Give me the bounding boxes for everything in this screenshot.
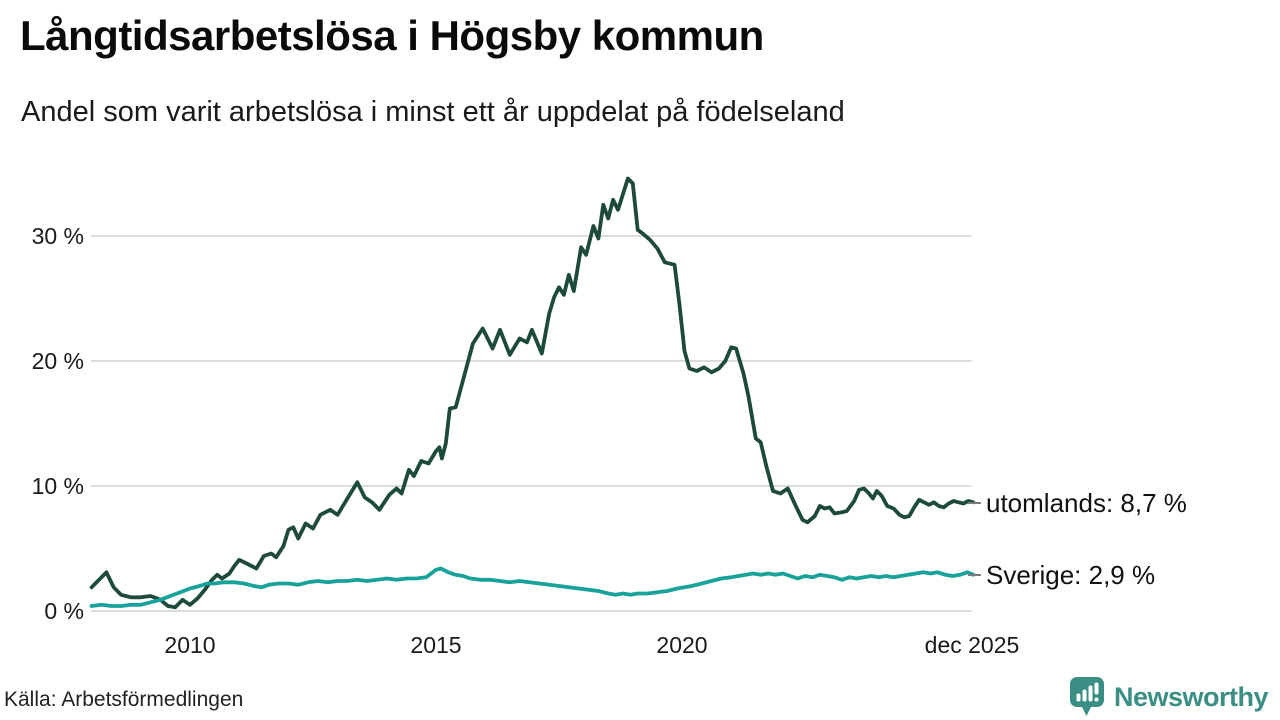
y-tick-30: 30 %	[31, 223, 84, 249]
line-series-utomlands	[89, 176, 976, 610]
line-series-Sverige	[89, 566, 976, 608]
series-label-utomlands: utomlands: 8,7 %	[968, 486, 1187, 520]
page-subtitle: Andel som varit arbetslösa i minst ett å…	[21, 96, 845, 128]
newsworthy-wordmark: Newsworthy	[1113, 681, 1269, 712]
newsworthy-logo-icon	[1069, 677, 1104, 716]
source-note: Källa: Arbetsförmedlingen	[4, 688, 244, 711]
label-connector-dash	[968, 574, 981, 576]
series-label-sverige: Sverige: 2,9 %	[968, 558, 1155, 592]
y-tick-20: 20 %	[31, 348, 84, 374]
series-label-utomlands-text: utomlands: 8,7 %	[986, 488, 1187, 518]
x-tick-2015: 2015	[410, 632, 462, 658]
x-tick-2020: 2020	[656, 632, 708, 658]
newsworthy-brand: Newsworthy	[1069, 676, 1269, 718]
x-tick-dec-2025: dec 2025	[924, 632, 1020, 658]
series-label-sverige-text: Sverige: 2,9 %	[986, 560, 1156, 590]
label-connector-dash	[968, 502, 981, 504]
y-tick-0: 0 %	[44, 598, 84, 624]
page-title: Långtidsarbetslösa i Högsby kommun	[20, 12, 764, 59]
y-tick-10: 10 %	[31, 473, 84, 499]
x-tick-2010: 2010	[164, 632, 216, 658]
